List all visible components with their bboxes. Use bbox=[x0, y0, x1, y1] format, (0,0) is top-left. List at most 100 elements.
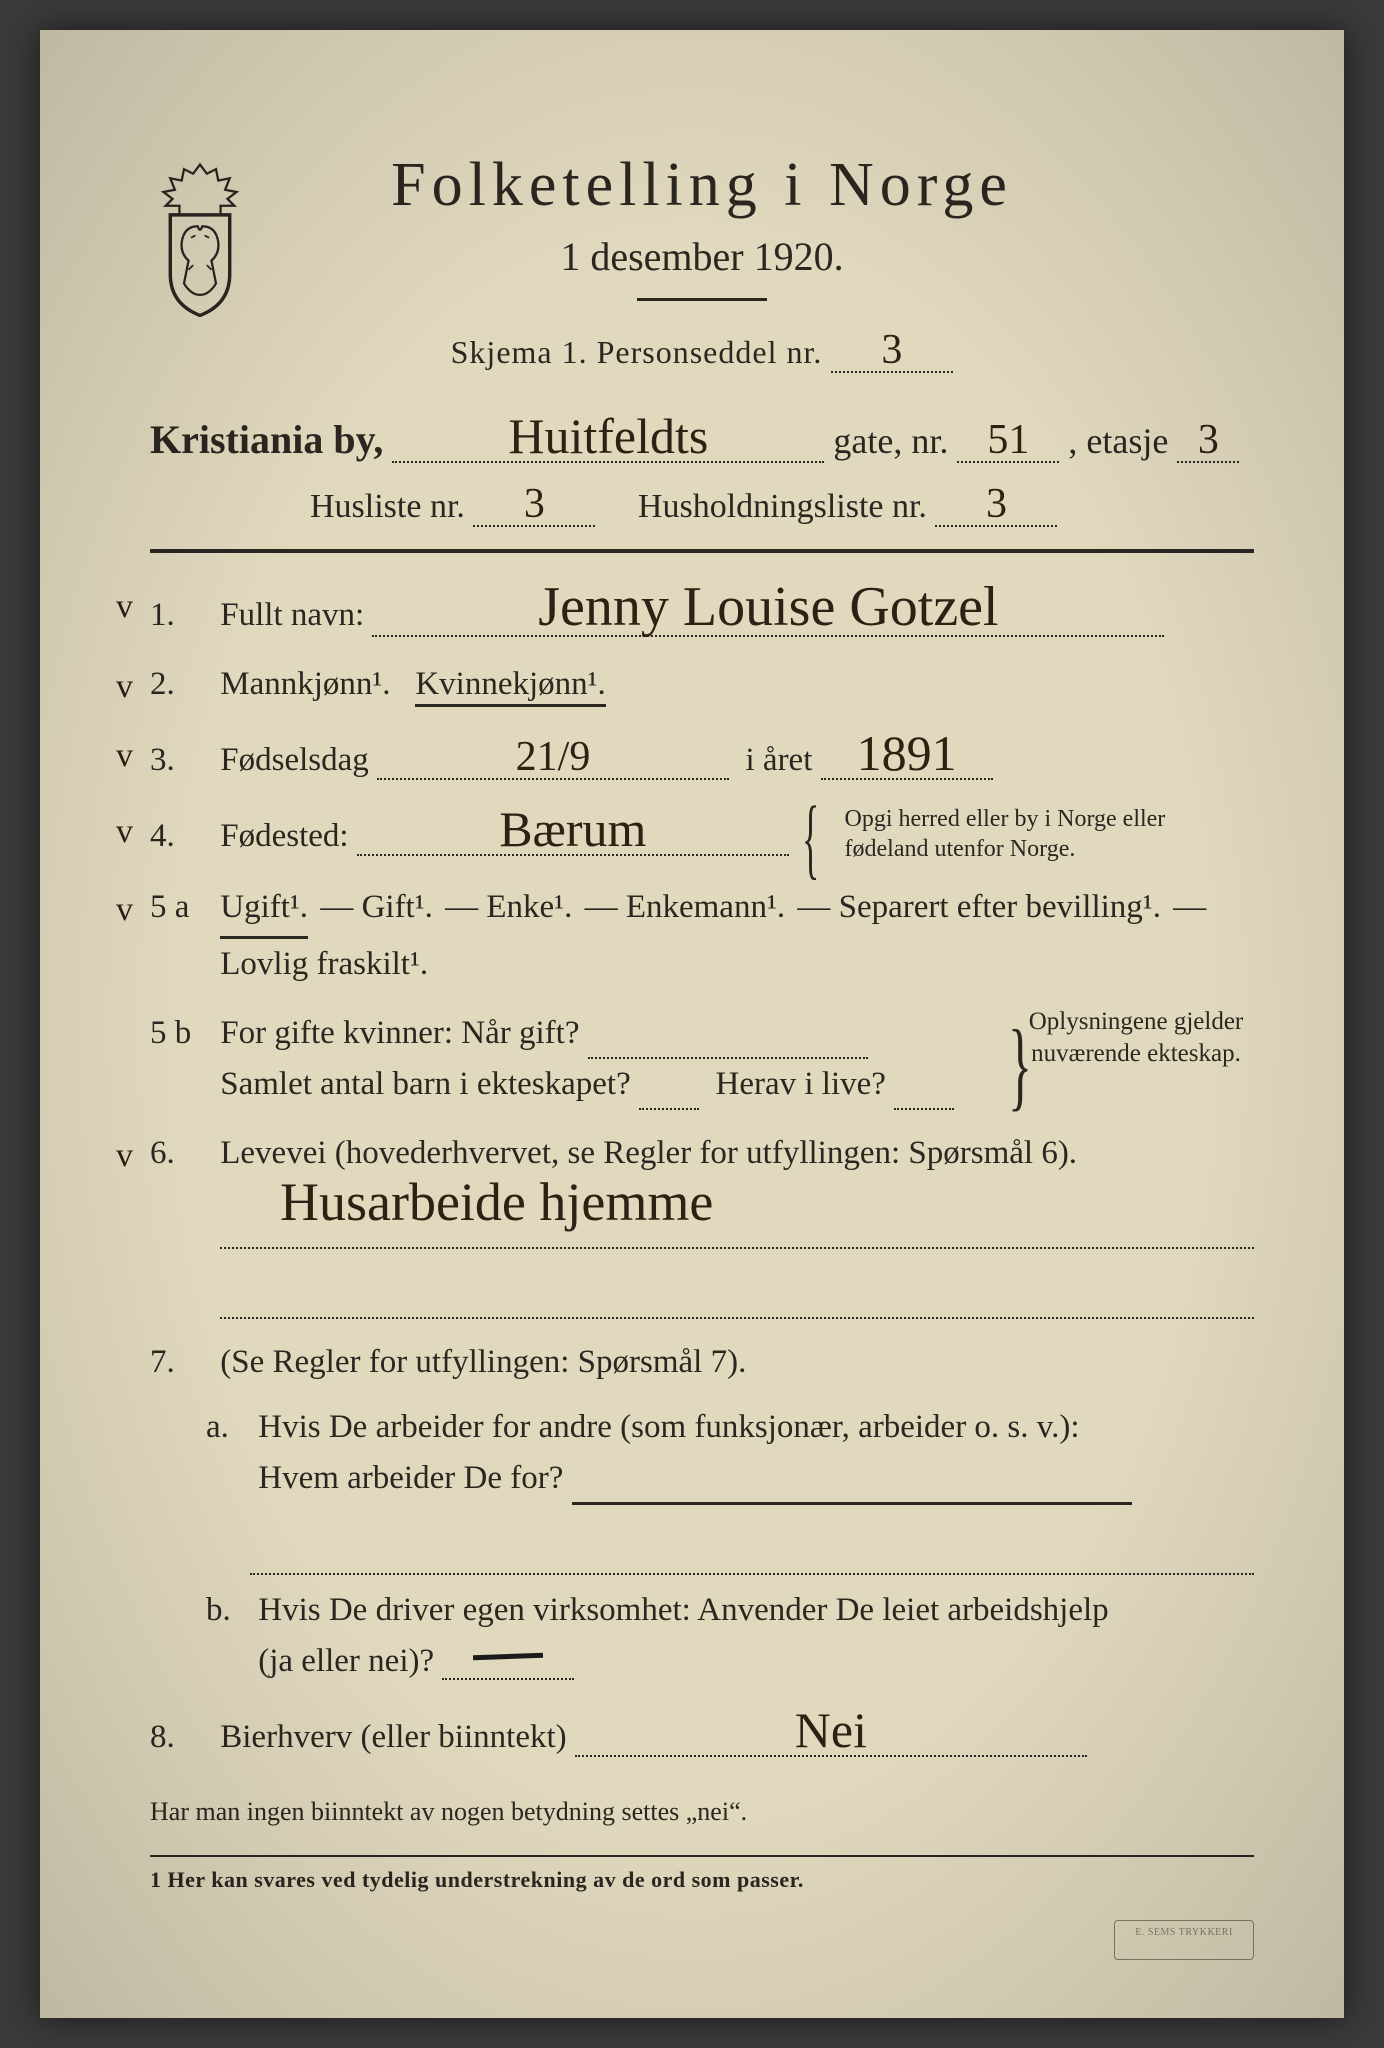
page-title: Folketelling i Norge bbox=[150, 150, 1254, 221]
q6-num: 6. bbox=[150, 1128, 212, 1179]
q2-male-option: Mannkjønn¹. bbox=[220, 666, 390, 702]
gate-nr-field: 51 bbox=[957, 419, 1059, 463]
street-value: Huitfeldts bbox=[508, 411, 708, 461]
gate-nr-value: 51 bbox=[987, 419, 1029, 461]
footer-rule bbox=[150, 1855, 1254, 1857]
q5b-label-c: Herav i live? bbox=[716, 1066, 886, 1102]
document-header: Folketelling i Norge 1 desember 1920. Sk… bbox=[150, 150, 1254, 373]
q2-female-option-selected: Kvinnekjønn¹. bbox=[415, 666, 605, 707]
viewport: Folketelling i Norge 1 desember 1920. Sk… bbox=[0, 0, 1384, 2048]
section-rule bbox=[150, 549, 1254, 553]
street-field: Huitfeldts bbox=[392, 411, 824, 463]
q5a-opt-separert: Separert efter bevilling¹. bbox=[839, 882, 1161, 933]
q7b-question: (ja eller nei)? bbox=[258, 1643, 434, 1679]
q8-field: Nei bbox=[575, 1705, 1087, 1757]
q4-value: Bærum bbox=[499, 804, 646, 854]
q7a-label: Hvis De arbeider for andre (som funksjon… bbox=[258, 1409, 1079, 1445]
q7-label: (Se Regler for utfyllingen: Spørsmål 7). bbox=[220, 1344, 746, 1380]
q1-label: Fullt navn: bbox=[220, 597, 364, 633]
q8-row: 8. Bierhverv (eller biinntekt) Nei bbox=[150, 1705, 1254, 1763]
skjema-nr-value: 3 bbox=[881, 329, 903, 371]
footnote-1: 1 Her kan svares ved tydelig understrekn… bbox=[150, 1867, 1254, 1893]
q4-field: Bærum bbox=[357, 804, 789, 856]
skjema-label: Skjema 1. Personseddel nr. bbox=[451, 334, 823, 370]
coat-of-arms-icon bbox=[140, 160, 260, 320]
q5b-sideinfo: Oplysningene gjelder nuværende ekteskap. bbox=[1026, 1006, 1246, 1071]
q7a-field-line2 bbox=[250, 1515, 1254, 1575]
q8-value: Nei bbox=[795, 1705, 867, 1755]
hushold-label: Husholdningsliste nr. bbox=[638, 488, 927, 525]
address-line: Kristiania by, Huitfeldts gate, nr. 51 ,… bbox=[150, 411, 1254, 463]
strikethrough-mark bbox=[473, 1652, 543, 1659]
q7a-field bbox=[572, 1462, 1132, 1505]
gate-label: gate, nr. bbox=[833, 421, 948, 461]
q7b-letter: b. bbox=[206, 1585, 250, 1636]
q5b-side-text: Oplysningene gjelder nuværende ekteskap. bbox=[1029, 1008, 1244, 1068]
check-icon: v bbox=[116, 806, 133, 859]
q7-row: 7. (Se Regler for utfyllingen: Spørsmål … bbox=[150, 1337, 1254, 1687]
hushold-field: 3 bbox=[935, 483, 1057, 527]
q5a-opt-ugift-selected: Ugift¹. bbox=[220, 882, 308, 938]
q3-day-value: 21/9 bbox=[516, 736, 591, 778]
q5b-label-b: Samlet antal barn i ekteskapet? bbox=[220, 1066, 631, 1102]
etasje-value: 3 bbox=[1198, 419, 1219, 461]
q1-row: v 1. Fullt navn: Jenny Louise Gotzel bbox=[150, 579, 1254, 641]
check-icon: v bbox=[116, 884, 133, 937]
check-icon: v bbox=[116, 581, 133, 634]
check-icon: v bbox=[116, 661, 133, 714]
etasje-label: , etasje bbox=[1068, 421, 1168, 461]
q5a-num: 5 a bbox=[150, 882, 212, 933]
q7b-field bbox=[442, 1645, 574, 1680]
q3-year-field: 1891 bbox=[821, 728, 993, 780]
q3-row: v 3. Fødselsdag 21/9 i året 1891 bbox=[150, 728, 1254, 786]
husliste-line: Husliste nr. 3 Husholdningsliste nr. 3 bbox=[310, 483, 1254, 527]
check-icon: v bbox=[116, 730, 133, 783]
q7a-letter: a. bbox=[206, 1402, 250, 1453]
q2-num: 2. bbox=[150, 659, 212, 710]
q6-field: Husarbeide hjemme bbox=[220, 1189, 1254, 1249]
q7a-question: Hvem arbeider De for? bbox=[258, 1460, 563, 1496]
q5b-label-a: For gifte kvinner: Når gift? bbox=[220, 1015, 579, 1051]
q5b-field-b bbox=[639, 1068, 699, 1110]
q8-num: 8. bbox=[150, 1712, 212, 1763]
husliste-label: Husliste nr. bbox=[310, 488, 465, 525]
q5a-opt-fraskilt: Lovlig fraskilt¹. bbox=[220, 939, 428, 990]
q5b-row: 5 b For gifte kvinner: Når gift? Oplysni… bbox=[150, 1008, 1254, 1110]
q5b-num: 5 b bbox=[150, 1008, 212, 1059]
q8-label: Bierhverv (eller biinntekt) bbox=[220, 1719, 566, 1755]
q3-day-label: Fødselsdag bbox=[220, 742, 369, 778]
q4-num: 4. bbox=[150, 811, 212, 862]
q7b-label: Hvis De driver egen virksomhet: Anvender… bbox=[258, 1592, 1108, 1628]
hushold-value: 3 bbox=[986, 483, 1007, 525]
brace-icon: { bbox=[802, 821, 819, 857]
q3-num: 3. bbox=[150, 735, 212, 786]
q7-num: 7. bbox=[150, 1337, 212, 1388]
husliste-field: 3 bbox=[473, 483, 595, 527]
q6-row: v 6. Levevei (hovederhvervet, se Regler … bbox=[150, 1128, 1254, 1319]
q6-field-line2 bbox=[220, 1259, 1254, 1319]
q4-row: v 4. Fødested: Bærum { Opgi herred eller… bbox=[150, 804, 1254, 864]
q5a-row: v 5 a Ugift¹. — Gift¹. — Enke¹. — Enkema… bbox=[150, 882, 1254, 989]
q1-field: Jenny Louise Gotzel bbox=[372, 579, 1164, 637]
title-rule bbox=[637, 298, 767, 301]
q5a-opt-enke: Enke¹. bbox=[486, 882, 572, 933]
husliste-value: 3 bbox=[524, 483, 545, 525]
footer-note: Har man ingen biinntekt av nogen betydni… bbox=[150, 1797, 1254, 1827]
paper-sheet: Folketelling i Norge 1 desember 1920. Sk… bbox=[40, 30, 1344, 2018]
form-id-line: Skjema 1. Personseddel nr. 3 bbox=[150, 329, 1254, 373]
skjema-nr-field: 3 bbox=[831, 329, 953, 373]
q4-sideinfo: Opgi herred eller by i Norge eller fødel… bbox=[845, 804, 1185, 864]
q6-value: Husarbeide hjemme bbox=[280, 1161, 713, 1245]
etasje-field: 3 bbox=[1177, 419, 1239, 463]
q5a-opt-gift: Gift¹. bbox=[362, 882, 433, 933]
q4-label: Fødested: bbox=[220, 818, 348, 854]
city-label: Kristiania by, bbox=[150, 417, 383, 462]
q5a-opt-enkemann: Enkemann¹. bbox=[626, 882, 785, 933]
check-icon: v bbox=[116, 1130, 133, 1183]
q5b-field-c bbox=[894, 1068, 954, 1110]
q2-row: v 2. Mannkjønn¹. Kvinnekjønn¹. bbox=[150, 659, 1254, 710]
q5b-field-a bbox=[588, 1017, 868, 1059]
q3-year-label: i året bbox=[746, 742, 813, 778]
q3-year-value: 1891 bbox=[857, 728, 957, 778]
q3-day-field: 21/9 bbox=[377, 736, 729, 780]
